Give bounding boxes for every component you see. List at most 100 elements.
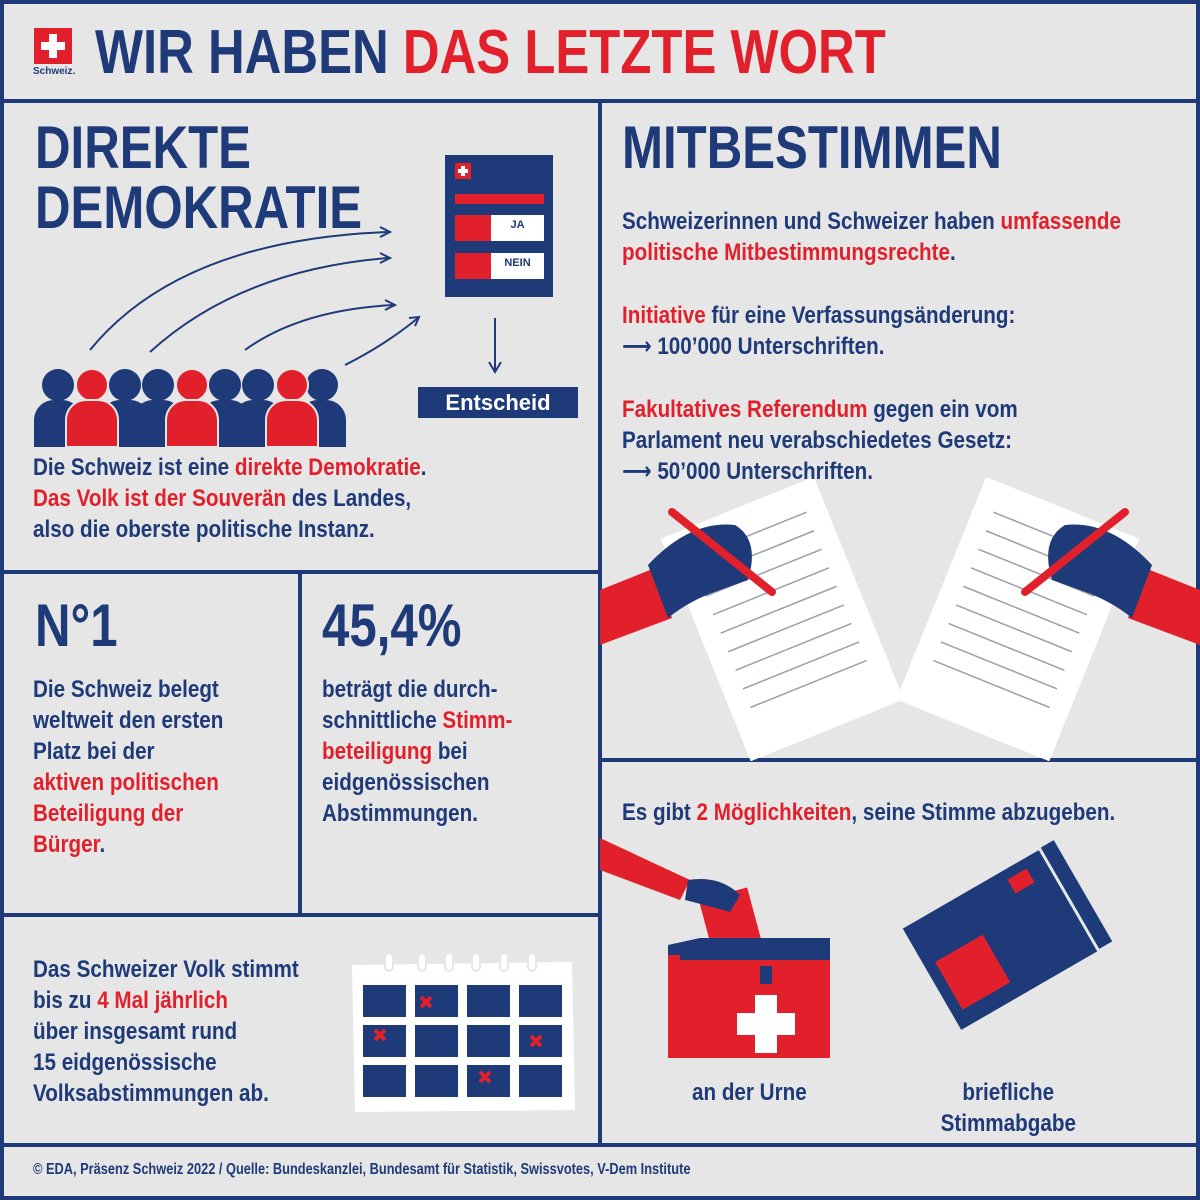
paragraph: Die Schweiz ist eine direkte Demokratie.…: [33, 452, 426, 545]
highlight-text: direkte Demokratie: [234, 454, 421, 481]
text: schnittliche: [322, 707, 443, 734]
title-part: DAS LETZTE WORT: [402, 18, 886, 87]
paragraph: Die Schweiz belegt weltweit den ersten Pla…: [33, 674, 223, 860]
paragraph: Das Schweizer Volk stimmt bis zu 4 Mal jä…: [33, 954, 299, 1109]
text: Platz bei der: [33, 738, 155, 765]
text-line: Das Schweizer Volk stimmt: [33, 954, 299, 985]
text-line: Die Schweiz ist eine direkte Demokratie.: [33, 452, 426, 483]
text: bis zu: [33, 987, 98, 1014]
logo: [34, 28, 72, 64]
highlight-text: Bürger: [33, 831, 100, 858]
text: .: [99, 831, 106, 858]
paragraph: Fakultatives Referendum gegen ein vom Par…: [622, 394, 1018, 487]
text: Parlament neu verabschiedetes Gesetz:: [622, 427, 1013, 454]
text-line: Beteiligung der: [33, 798, 223, 829]
text-line: 15 eidgenössische: [33, 1047, 299, 1078]
text: Das Schweizer Volk stimmt: [33, 956, 299, 983]
text-line: schnittliche Stimm-: [322, 705, 512, 736]
text-line: Volksabstimmungen ab.: [33, 1078, 299, 1109]
highlight-text: Das Volk ist der Souverän: [33, 485, 287, 512]
text: des Landes,: [286, 485, 412, 512]
headline: N°1: [35, 592, 118, 659]
text: Schweizerinnen und Schweizer haben: [622, 208, 1001, 235]
ballot-no: NEIN: [504, 257, 531, 269]
section-title-line: DIREKTE: [35, 114, 251, 181]
text: .: [950, 239, 956, 266]
text-line: beteiligung bei: [322, 736, 512, 767]
paragraph: Initiative für eine Verfassungsänderung:…: [622, 300, 1015, 362]
section-title: DIREKTE DEMOKRATIE: [35, 118, 362, 238]
text-line: eidgenössischen: [322, 767, 512, 798]
ballot-box: [600, 838, 830, 1058]
decision-box: [418, 387, 578, 418]
highlight-text: Initiative: [622, 302, 706, 329]
text: , seine Stimme abzugeben.: [851, 799, 1116, 826]
text-line: bis zu 4 Mal jährlich: [33, 985, 299, 1016]
highlight-text: politische Mitbestimmungsrechte: [622, 239, 951, 266]
paragraph: beträgt die durch-schnittliche Stimm-bet…: [322, 674, 512, 829]
text: ⟶ 50’000 Unterschriften.: [622, 458, 873, 485]
mail-label-line: Stimmabgabe: [940, 1110, 1076, 1137]
text-line: Fakultatives Referendum gegen ein vom: [622, 394, 1018, 425]
highlight-text: 2 Möglichkeiten: [696, 799, 852, 826]
text-line: politische Mitbestimmungsrechte.: [622, 237, 1121, 268]
envelopes: [898, 835, 1117, 1035]
text-line: Abstimmungen.: [322, 798, 512, 829]
text: Die Schweiz belegt: [33, 676, 219, 703]
text-line: Parlament neu verabschiedetes Gesetz:: [622, 425, 1018, 456]
ballot-yes: JA: [510, 219, 525, 231]
text-line: Die Schweiz belegt: [33, 674, 223, 705]
arrows: [89, 226, 502, 374]
urn-label: an der Urne: [692, 1079, 807, 1106]
text-line: ⟶ 50’000 Unterschriften.: [622, 456, 1018, 487]
decision-label: Entscheid: [445, 390, 551, 415]
text-line: Es gibt 2 Möglichkeiten, seine Stimme ab…: [622, 797, 1115, 828]
text: Abstimmungen.: [322, 800, 478, 827]
text: beträgt die durch-: [322, 676, 498, 703]
text: Es gibt: [622, 799, 697, 826]
text-line: Initiative für eine Verfassungsänderung:: [622, 300, 1015, 331]
text: eidgenössischen: [322, 769, 490, 796]
text: für eine Verfassungsänderung:: [705, 302, 1016, 329]
people: [34, 368, 346, 448]
text-line: weltweit den ersten: [33, 705, 223, 736]
section-title: MITBESTIMMEN: [622, 114, 1002, 181]
footer-source: © EDA, Präsenz Schweiz 2022 / Quelle: Bu…: [33, 1161, 691, 1178]
highlight-text: Stimm-: [442, 707, 513, 734]
highlight-text: 4 Mal jährlich: [97, 987, 228, 1014]
highlight-text: Beteiligung der: [33, 800, 184, 827]
text: Volksabstimmungen ab.: [33, 1080, 269, 1107]
text-line: über insgesamt rund: [33, 1016, 299, 1047]
highlight-text: umfassende: [1000, 208, 1121, 235]
text-line: ⟶ 100’000 Unterschriften.: [622, 331, 1015, 362]
text-line: Schweizerinnen und Schweizer haben umfas…: [622, 206, 1121, 237]
highlight-text: aktiven politischen: [33, 769, 219, 796]
highlight-text: beteiligung: [322, 738, 433, 765]
paragraph: Es gibt 2 Möglichkeiten, seine Stimme ab…: [622, 797, 1115, 828]
text-line: also die oberste politische Instanz.: [33, 514, 426, 545]
highlight-text: Fakultatives Referendum: [622, 396, 868, 423]
mail-label-line: briefliche: [962, 1079, 1055, 1106]
title: WIR HABEN DAS LETZTE WORT: [95, 22, 886, 84]
section-title-line: DEMOKRATIE: [35, 174, 363, 241]
text: bei: [432, 738, 468, 765]
text: gegen ein vom: [867, 396, 1018, 423]
text-line: aktiven politischen: [33, 767, 223, 798]
text: über insgesamt rund: [33, 1018, 238, 1045]
text-line: Platz bei der: [33, 736, 223, 767]
text: .: [420, 454, 427, 481]
text: 15 eidgenössische: [33, 1049, 217, 1076]
mail-label: briefliche Stimmabgabe: [933, 1077, 1084, 1139]
title-part: WIR HABEN: [95, 18, 389, 87]
writing-illustration: [600, 476, 1200, 762]
text-line: Das Volk ist der Souverän des Landes,: [33, 483, 426, 514]
text-line: beträgt die durch-: [322, 674, 512, 705]
headline: 45,4%: [322, 592, 462, 659]
text-line: Bürger.: [33, 829, 223, 860]
ballot-icon: [445, 155, 553, 297]
calendar: [352, 952, 575, 1112]
text: also die oberste politische Instanz.: [33, 516, 375, 543]
text: ⟶ 100’000 Unterschriften.: [622, 333, 885, 360]
